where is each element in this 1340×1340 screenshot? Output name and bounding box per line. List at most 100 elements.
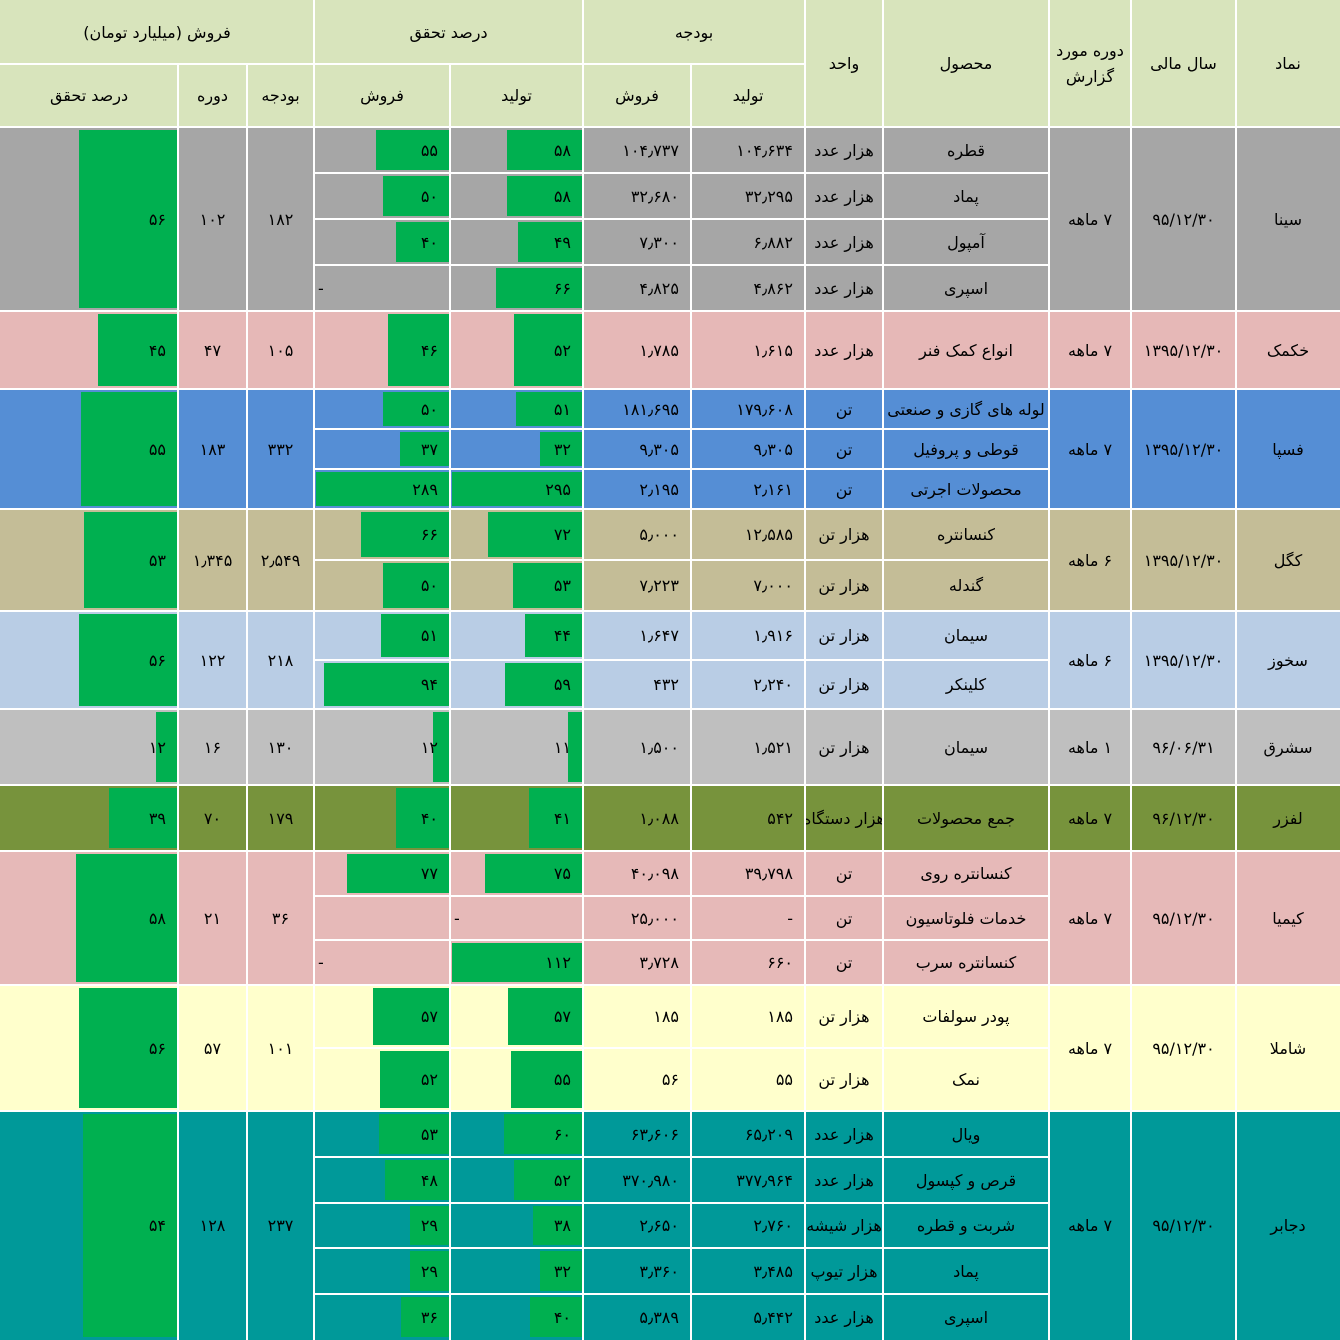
budget-production: ۹٫۳۰۵ <box>753 439 793 459</box>
grid-line <box>246 985 248 1111</box>
grid-line <box>582 851 584 985</box>
sales-row-achievement: ۶۶ <box>420 525 438 544</box>
product-unit: هزار عدد <box>814 278 874 298</box>
grid-line <box>804 509 806 611</box>
production-achievement-bar <box>530 1297 582 1337</box>
production-achievement-bar <box>532 1206 582 1245</box>
sales-achievement-row-bar <box>382 176 449 216</box>
grid-line <box>177 389 179 509</box>
grid-line <box>0 610 1340 612</box>
grid-line <box>314 218 1049 220</box>
production-achievement-bar <box>504 1114 582 1154</box>
product-unit: هزار عدد <box>814 1307 874 1327</box>
product-unit: هزار عدد <box>814 232 874 252</box>
grid-line <box>313 311 315 389</box>
grid-line <box>1130 1111 1132 1340</box>
grid-line <box>1048 1111 1050 1340</box>
grid-line <box>1235 785 1237 851</box>
sales-row-achievement: ۱۲ <box>420 737 438 757</box>
budget-production: ۳۷۷٫۹۶۴ <box>736 1170 793 1190</box>
budget-production: ۶۶۰ <box>767 953 793 972</box>
grid-line <box>882 127 884 311</box>
company-symbol: کیمیا <box>1272 908 1304 928</box>
sales-achievement: ۵۴ <box>148 1216 166 1235</box>
sales-period: ۱۲۸ <box>199 1216 226 1235</box>
grid-line <box>246 311 248 389</box>
company-band: لفزر ۹۶/۱۲/۳۰ ۷ ماهه ۱۷۹ ۷۰ ۳۹ جمع محصولات هزار… <box>0 784 1340 851</box>
grid-line <box>313 611 315 709</box>
header-budget-production: تولید <box>732 86 764 105</box>
grid-line <box>0 126 1340 128</box>
budget-sales: ۱٫۵۰۰ <box>639 737 679 757</box>
grid-line <box>1130 851 1132 985</box>
product-name: سیمان <box>943 626 989 645</box>
production-achievement: ۱۱ <box>553 737 571 757</box>
sales-budget: ۲۳۷ <box>267 1216 294 1235</box>
header-sales-achievement: درصد تحقق <box>49 86 129 105</box>
grid-line <box>582 509 584 611</box>
sales-budget: ۱۷۹ <box>267 808 294 828</box>
sales-achievement-row-bar <box>375 130 449 170</box>
budget-production: ۵٫۴۴۲ <box>753 1307 793 1327</box>
company-symbol: شاملا <box>1269 1038 1307 1058</box>
production-achievement: ۷۲ <box>553 525 571 544</box>
grid-line <box>804 611 806 709</box>
budget-sales: ۱۸۱٫۶۹۵ <box>622 399 679 419</box>
sales-period: ۱۸۳ <box>199 439 226 459</box>
grid-line <box>177 851 179 985</box>
grid-line <box>449 1111 451 1340</box>
grid-line <box>177 709 179 785</box>
sales-achievement-bar <box>108 788 177 848</box>
report-period: ۷ ماهه <box>1067 1216 1113 1235</box>
product-name: قطره <box>947 140 985 160</box>
budget-sales: ۱٫۷۸۵ <box>639 340 679 360</box>
budget-production: ۲٫۷۶۰ <box>753 1216 793 1235</box>
budget-production: ۳۲٫۲۹۵ <box>744 186 793 206</box>
sales-row-achievement: ۵۲ <box>420 1070 438 1089</box>
grid-line <box>1048 389 1050 509</box>
product-unit: تن <box>835 479 853 499</box>
sales-achievement-row-bar <box>387 314 449 386</box>
sales-row-achievement: ۲۹ <box>420 1216 438 1235</box>
grid-line <box>1130 311 1132 389</box>
company-band: شاملا ۹۵/۱۲/۳۰ ۷ ماهه ۱۰۱ ۵۷ ۵۶ پودر سولفات هزا… <box>0 984 1340 1111</box>
grid-line <box>313 127 315 311</box>
product-unit: هزار شیشه <box>806 1216 882 1235</box>
grid-line <box>314 1247 1049 1249</box>
fiscal-year: ۱۳۹۵/۱۲/۳۰ <box>1143 550 1224 570</box>
product-unit: تن <box>835 908 853 928</box>
grid-line <box>804 311 806 389</box>
grid-line <box>882 785 884 851</box>
product-unit: هزار عدد <box>814 140 874 160</box>
budget-sales: ۷٫۳۰۰ <box>639 232 679 252</box>
grid-line <box>449 851 451 985</box>
grid-line <box>690 611 692 709</box>
grid-line <box>582 985 584 1111</box>
grid-line <box>1048 311 1050 389</box>
grid-line <box>690 509 692 611</box>
grid-line <box>313 1111 315 1340</box>
sales-row-achievement: ۴۰ <box>420 232 438 252</box>
budget-production: ۶٫۸۸۲ <box>753 232 793 252</box>
grid-line <box>313 851 315 985</box>
grid-line <box>314 659 1049 661</box>
sales-row-achievement: ۵۵ <box>420 140 438 160</box>
grid-line <box>804 389 806 509</box>
grid-line <box>177 509 179 611</box>
report-period: ۷ ماهه <box>1067 439 1113 459</box>
grid-line <box>1130 985 1132 1111</box>
product-unit: هزار تن <box>818 737 870 757</box>
grid-line <box>690 785 692 851</box>
header-ach-production: تولید <box>501 86 532 105</box>
grid-line <box>314 1156 1049 1158</box>
grid-line <box>177 611 179 709</box>
table-header: نماد سال مالی دوره مورد گزارش محصول واحد… <box>0 0 1340 127</box>
sales-achievement-row-bar <box>410 1206 449 1245</box>
grid-line <box>449 785 451 851</box>
grid-line <box>804 851 806 985</box>
grid-line <box>449 64 451 127</box>
grid-line <box>177 1111 179 1340</box>
grid-line <box>690 64 692 127</box>
budget-production: ۴٫۸۶۲ <box>753 278 793 298</box>
budget-sales: ۳۲٫۶۸۰ <box>630 186 679 206</box>
